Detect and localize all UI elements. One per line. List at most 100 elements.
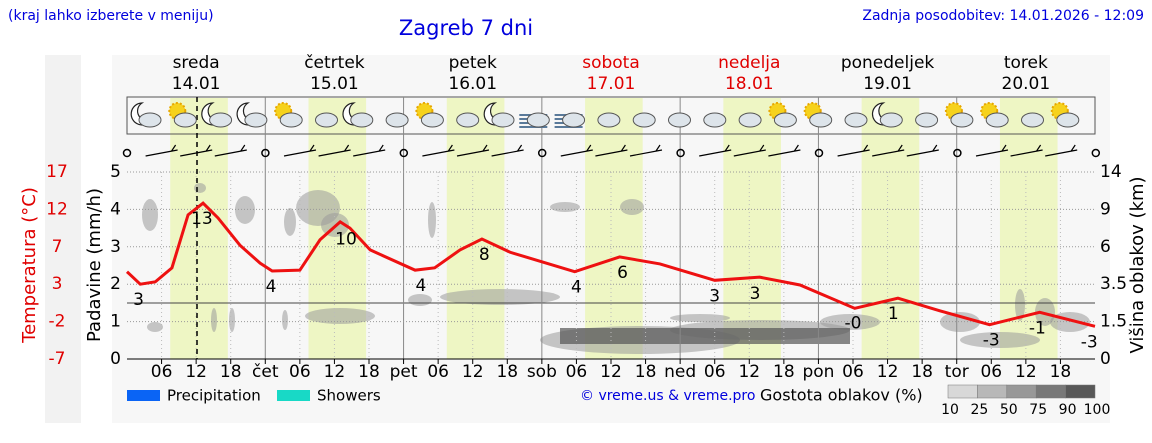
- day-name: torek: [1004, 53, 1048, 73]
- cloud-density: [211, 308, 217, 332]
- left-panel: [45, 55, 81, 423]
- x-tick-label: 06: [151, 362, 173, 382]
- temperature-label: 4: [571, 278, 582, 298]
- x-tick-label: 12: [600, 362, 622, 382]
- day-name: petek: [449, 53, 497, 73]
- cloud-height-tick-label: 14: [1100, 162, 1122, 182]
- legend-label: Precipitation: [167, 387, 261, 405]
- cloud-icon: [491, 112, 515, 128]
- credit: © vreme.us & vreme.pro: [580, 388, 755, 404]
- wind-barb: [837, 144, 870, 157]
- cloud-density: [284, 208, 296, 236]
- temperature-label: 4: [266, 277, 277, 297]
- wind-barb: [283, 144, 317, 157]
- cloud-height-tick-label: 3.5: [1100, 274, 1127, 294]
- icon-box: [126, 96, 1096, 135]
- cloud-icon: [1056, 112, 1080, 128]
- temperature-label: -3: [983, 331, 1000, 351]
- x-tick-label: 18: [911, 362, 933, 382]
- cloud-icon: [985, 112, 1009, 128]
- cloud-density: [282, 310, 288, 330]
- cloud-icon: [562, 112, 586, 128]
- cloud-icon: [915, 112, 939, 128]
- x-tick-label: 06: [704, 362, 726, 382]
- x-tick-label: 18: [496, 362, 518, 382]
- daylight-band: [861, 98, 920, 359]
- cloud-icon: [844, 112, 868, 128]
- density-tick-label: 10: [941, 402, 959, 418]
- day-name: ponedeljek: [841, 53, 935, 73]
- cloud-density: [620, 199, 644, 215]
- x-tick-label: 18: [358, 362, 380, 382]
- y-axis-label: Padavine (mm/h): [84, 188, 105, 342]
- cloud-icon: [350, 112, 374, 128]
- wind-barb: [180, 144, 213, 157]
- day-name: četrtek: [304, 53, 365, 73]
- x-tick-label: pet: [390, 362, 418, 382]
- wind-barb: [353, 144, 386, 157]
- x-tick-label: 06: [980, 362, 1002, 382]
- x-tick-label: 12: [738, 362, 760, 382]
- cloud-icon: [703, 112, 727, 128]
- x-tick-label: tor: [945, 362, 969, 382]
- wind-barb: [733, 144, 766, 157]
- day-date: 15.01: [310, 74, 359, 94]
- temperature-label: 13: [191, 209, 213, 229]
- cloud-height-label: Višina oblakov (km): [1127, 176, 1148, 353]
- x-tick-label: 18: [635, 362, 657, 382]
- temperature-tick-label: -7: [49, 349, 66, 369]
- x-tick-label: sob: [527, 362, 557, 382]
- y-tick-label: 2: [110, 274, 121, 294]
- cloud-density: [960, 332, 1040, 348]
- cloud-icon: [773, 112, 797, 128]
- cloud-height-tick-label: 6: [1100, 237, 1111, 257]
- y-tick-label: 0: [110, 349, 121, 369]
- temperature-label: -1: [1029, 318, 1046, 338]
- cloud-density: [235, 196, 255, 224]
- legend-swatch: [277, 390, 310, 401]
- note: (kraj lahko izberete v meniju): [8, 8, 214, 24]
- y-tick-label: 3: [110, 237, 121, 257]
- x-tick-label: ned: [664, 362, 696, 382]
- calm-icon: [676, 148, 685, 158]
- daylight-band: [723, 98, 781, 359]
- cloud-icon: [209, 112, 233, 128]
- wind-barb: [214, 144, 247, 157]
- temperature-label: -3: [1081, 332, 1098, 352]
- calm-icon: [814, 148, 824, 158]
- cloud-icon: [950, 112, 974, 128]
- wind-barb: [595, 144, 628, 157]
- x-tick-label: 06: [427, 362, 449, 382]
- wind-barb: [975, 144, 1009, 157]
- density-tick-label: 50: [1000, 402, 1018, 418]
- calm-icon: [537, 148, 547, 158]
- temperature-tick-label: 17: [46, 162, 68, 182]
- cloud-height-tick-label: 1.5: [1100, 312, 1127, 332]
- cloud-density: [142, 199, 158, 231]
- temperature-label: 4: [415, 276, 426, 296]
- legend-swatch: [127, 390, 160, 401]
- wind-barb: [629, 144, 663, 157]
- calm-icon: [399, 148, 409, 158]
- cloud-density: [670, 314, 730, 322]
- cloud-icon: [173, 112, 197, 128]
- y-tick-label: 5: [110, 162, 121, 182]
- temperature-line: [125, 201, 1096, 328]
- wind-barb: [699, 144, 732, 157]
- temperature-tick-label: 7: [52, 237, 63, 257]
- day-date: 18.01: [725, 74, 774, 94]
- wind-barb: [1045, 144, 1078, 157]
- temperature-label: -0: [845, 314, 862, 334]
- day-name: sobota: [582, 53, 640, 73]
- temperature-tick-label: 12: [46, 199, 68, 219]
- density-tick-label: 75: [1029, 402, 1047, 418]
- density-swatch: [947, 384, 978, 399]
- wind-barb: [456, 144, 490, 157]
- x-tick-label: 18: [773, 362, 795, 382]
- cloud-density: [428, 202, 436, 238]
- x-tick-label: pon: [802, 362, 834, 382]
- day-date: 14.01: [172, 74, 221, 94]
- temperature-tick-label: 3: [52, 274, 63, 294]
- wind-barb: [560, 144, 593, 157]
- cloud-icon: [244, 112, 268, 128]
